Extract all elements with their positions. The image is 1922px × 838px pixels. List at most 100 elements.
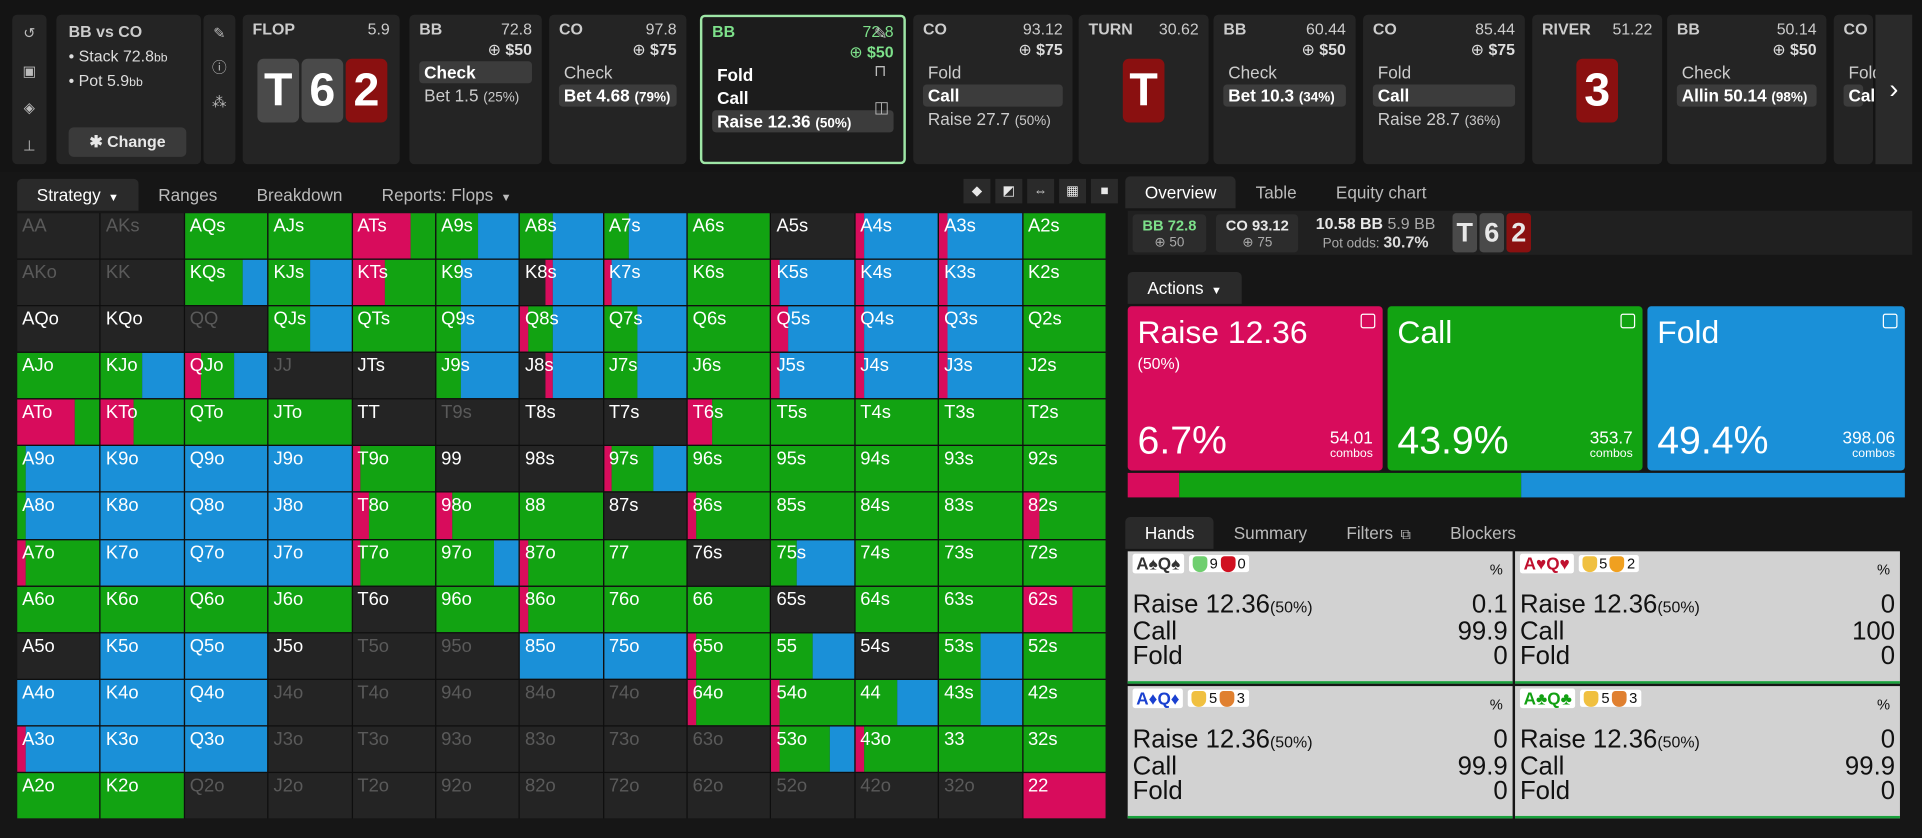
matrix-cell[interactable]: 72s bbox=[1023, 539, 1106, 586]
matrix-cell[interactable]: 94o bbox=[436, 679, 519, 726]
square-icon[interactable]: ■ bbox=[1090, 178, 1118, 204]
matrix-cell[interactable]: Q3o bbox=[184, 726, 268, 772]
hand-card[interactable]: A♠Q♠ 9 0% Raise 12.36(50%) 0.1 Call 99.9 Fold 0 bbox=[1127, 551, 1513, 684]
matrix-cell[interactable]: T9o bbox=[352, 446, 436, 492]
matrix-cell[interactable]: 76s bbox=[687, 539, 771, 586]
matrix-cell[interactable]: AA bbox=[17, 213, 100, 259]
matrix-cell[interactable]: AJo bbox=[17, 353, 100, 399]
matrix-cell[interactable]: Q5s bbox=[771, 306, 855, 352]
tree-node-co[interactable]: CO 97.8 ⊕ $75 Check Bet 4.68 (79%) bbox=[549, 14, 687, 165]
matrix-cell[interactable]: J3o bbox=[268, 726, 352, 772]
matrix-cell[interactable]: A5o bbox=[17, 633, 100, 679]
matrix-cell[interactable]: 52s bbox=[1023, 633, 1106, 679]
matrix-cell[interactable]: KK bbox=[100, 259, 184, 306]
hand-card[interactable]: A♥Q♥ 5 2% Raise 12.36(50%) 0 Call 100 Fold 0 bbox=[1515, 551, 1900, 684]
matrix-cell[interactable]: A5s bbox=[771, 213, 855, 259]
tab-hands[interactable]: Hands bbox=[1125, 517, 1215, 549]
matrix-cell[interactable]: 87o bbox=[520, 539, 603, 586]
tab-breakdown[interactable]: Breakdown bbox=[237, 179, 362, 211]
matrix-cell[interactable]: A7s bbox=[603, 213, 687, 259]
matrix-cell[interactable]: Q9s bbox=[436, 306, 519, 352]
matrix-cell[interactable]: ATo bbox=[17, 399, 100, 446]
matrix-cell[interactable]: 87s bbox=[603, 493, 687, 539]
tree-action[interactable]: Raise 27.7 (50%) bbox=[923, 108, 1063, 130]
table-icon[interactable] bbox=[1620, 313, 1636, 329]
matrix-cell[interactable]: 54o bbox=[771, 679, 855, 726]
matrix-cell[interactable]: 86o bbox=[520, 586, 603, 632]
matrix-cell[interactable]: 62s bbox=[1023, 586, 1106, 632]
matrix-cell[interactable]: 85o bbox=[520, 633, 603, 679]
matrix-cell[interactable]: T3o bbox=[352, 726, 436, 772]
matrix-cell[interactable]: 63o bbox=[687, 726, 771, 772]
matrix-cell[interactable]: 77 bbox=[603, 539, 687, 586]
matrix-cell[interactable]: J4s bbox=[855, 353, 938, 399]
matrix-cell[interactable]: Q2s bbox=[1023, 306, 1106, 352]
matrix-cell[interactable]: Q2o bbox=[184, 772, 268, 819]
table-icon[interactable] bbox=[1882, 313, 1898, 329]
matrix-cell[interactable]: TT bbox=[352, 399, 436, 446]
tree-action[interactable]: Allin 50.14 (98%) bbox=[1676, 84, 1817, 107]
matrix-cell[interactable]: 52o bbox=[771, 772, 855, 819]
matrix-cell[interactable]: 43o bbox=[855, 726, 938, 772]
tab-equity-chart[interactable]: Equity chart bbox=[1316, 176, 1446, 208]
tree-action[interactable]: Fold bbox=[712, 64, 893, 86]
matrix-cell[interactable]: A4s bbox=[855, 213, 938, 259]
matrix-cell[interactable]: K2s bbox=[1023, 259, 1106, 306]
matrix-cell[interactable]: QTo bbox=[184, 399, 268, 446]
matrix-cell[interactable]: A6o bbox=[17, 586, 100, 632]
matrix-cell[interactable]: 93o bbox=[436, 726, 519, 772]
matrix-cell[interactable]: J9o bbox=[268, 446, 352, 492]
cube-icon[interactable]: ◆ bbox=[963, 178, 991, 204]
matrix-cell[interactable]: K3o bbox=[100, 726, 184, 772]
matrix-cell[interactable]: AJs bbox=[268, 213, 352, 259]
matrix-cell[interactable]: 42o bbox=[855, 772, 938, 819]
matrix-cell[interactable]: T6s bbox=[687, 399, 771, 446]
tree-action[interactable]: Call bbox=[712, 87, 893, 109]
matrix-cell[interactable]: 65o bbox=[687, 633, 771, 679]
tree-action[interactable]: Check bbox=[1677, 61, 1817, 83]
matrix-cell[interactable]: J4o bbox=[268, 679, 352, 726]
matrix-cell[interactable]: J6o bbox=[268, 586, 352, 632]
matrix-cell[interactable]: 32o bbox=[939, 772, 1022, 819]
matrix-cell[interactable]: KTs bbox=[352, 259, 436, 306]
gamepad-icon[interactable]: ◈ bbox=[23, 99, 36, 117]
matrix-cell[interactable]: 22 bbox=[1023, 772, 1106, 819]
matrix-cell[interactable]: 88 bbox=[520, 493, 603, 539]
matrix-cell[interactable]: KQo bbox=[100, 306, 184, 352]
matrix-cell[interactable]: Q6o bbox=[184, 586, 268, 632]
matrix-cell[interactable]: 96o bbox=[436, 586, 519, 632]
matrix-cell[interactable]: J7s bbox=[603, 353, 687, 399]
matrix-cell[interactable]: Q3s bbox=[939, 306, 1022, 352]
matrix-cell[interactable]: 73s bbox=[939, 539, 1022, 586]
matrix-cell[interactable]: Q6s bbox=[687, 306, 771, 352]
matrix-cell[interactable]: K8o bbox=[100, 493, 184, 539]
matrix-cell[interactable]: AQs bbox=[184, 213, 268, 259]
tree-node-bb[interactable]: BB 72.8 ⊕ $50 Check Bet 1.5 (25%) bbox=[409, 14, 542, 165]
matrix-cell[interactable]: 96s bbox=[687, 446, 771, 492]
save-icon[interactable]: ▣ bbox=[22, 62, 37, 80]
matrix-cell[interactable]: K5s bbox=[771, 259, 855, 306]
matrix-cell[interactable]: Q7s bbox=[603, 306, 687, 352]
tree-action[interactable]: Check bbox=[1223, 61, 1346, 83]
matrix-cell[interactable]: 65s bbox=[771, 586, 855, 632]
matrix-cell[interactable]: AKs bbox=[100, 213, 184, 259]
table-icon[interactable] bbox=[1360, 313, 1376, 329]
matrix-cell[interactable]: 98s bbox=[520, 446, 603, 492]
action-box-call[interactable]: Call 43.9% 353.7 combos bbox=[1387, 306, 1643, 471]
matrix-cell[interactable]: 33 bbox=[939, 726, 1022, 772]
lock-icon[interactable]: ⊓ bbox=[873, 61, 887, 80]
matrix-cell[interactable]: A3o bbox=[17, 726, 100, 772]
matrix-cell[interactable]: 97o bbox=[436, 539, 519, 586]
matrix-cell[interactable]: 99 bbox=[436, 446, 519, 492]
matrix-cell[interactable]: Q7o bbox=[184, 539, 268, 586]
matrix-cell[interactable]: JTs bbox=[352, 353, 436, 399]
matrix-cell[interactable]: A3s bbox=[939, 213, 1022, 259]
matrix-cell[interactable]: 73o bbox=[603, 726, 687, 772]
matrix-cell[interactable]: 63s bbox=[939, 586, 1022, 632]
matrix-cell[interactable]: ATs bbox=[352, 213, 436, 259]
matrix-cell[interactable]: K4s bbox=[855, 259, 938, 306]
matrix-cell[interactable]: 76o bbox=[603, 586, 687, 632]
action-box-fold[interactable]: Fold 49.4% 398.06 combos bbox=[1647, 306, 1905, 471]
hand-card[interactable]: A♣Q♣ 5 3% Raise 12.36(50%) 0 Call 99.9 Fold 0 bbox=[1515, 686, 1900, 819]
matrix-cell[interactable]: QTs bbox=[352, 306, 436, 352]
